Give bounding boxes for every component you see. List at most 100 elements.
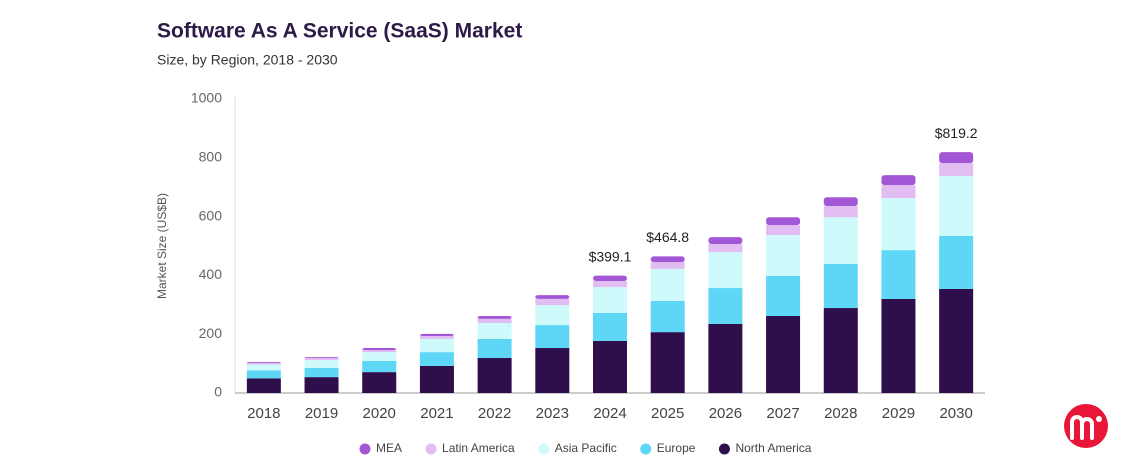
bar-segment <box>939 176 974 237</box>
y-tick-label: 200 <box>199 325 223 341</box>
x-tick-label: 2028 <box>824 405 857 422</box>
bar-segment <box>477 338 512 359</box>
bar-segment <box>535 325 570 349</box>
bar-segment <box>477 315 512 319</box>
bar-segment <box>593 313 627 341</box>
bar-segment <box>362 348 397 351</box>
x-tick-label: 2023 <box>536 405 569 422</box>
bar-segment <box>362 352 397 361</box>
bar-segment <box>304 368 339 378</box>
bar-segment <box>593 287 627 314</box>
bar-segment <box>535 298 570 306</box>
bar-segment <box>881 185 916 199</box>
bar-segment <box>593 340 627 393</box>
bar-segment <box>419 333 454 336</box>
legend-label: North America <box>735 441 811 455</box>
total-label: $464.8 <box>646 229 689 245</box>
bar-segment <box>881 250 916 299</box>
y-tick-label: 1000 <box>191 90 222 106</box>
legend-marker <box>425 443 437 455</box>
bar-segment <box>477 358 512 393</box>
bar-segment <box>593 280 627 288</box>
chart-title: Software As A Service (SaaS) Market <box>157 20 522 43</box>
x-tick-label: 2026 <box>709 405 742 422</box>
legend-label: Asia Pacific <box>555 441 617 455</box>
bar-segment <box>362 372 397 393</box>
bar-segment <box>593 275 627 281</box>
legend-marker <box>718 443 730 455</box>
bar-segment <box>766 225 801 236</box>
legend-label: Europe <box>657 441 696 455</box>
legend-marker <box>538 443 550 455</box>
x-tick-label: 2024 <box>593 405 626 422</box>
bar-segment <box>881 198 916 251</box>
bar-segment <box>362 350 397 353</box>
bar-segment <box>881 298 916 393</box>
chart-subtitle: Size, by Region, 2018 - 2030 <box>157 52 338 68</box>
x-tick-label: 2029 <box>882 405 915 422</box>
bar-segment <box>246 362 281 364</box>
bar-segment <box>766 315 801 393</box>
bar-segment <box>939 152 974 164</box>
bar-segment <box>304 377 339 393</box>
x-tick-label: 2027 <box>766 405 799 422</box>
x-tick-label: 2018 <box>247 405 280 422</box>
bar-segment <box>650 300 685 333</box>
x-tick-label: 2019 <box>305 405 338 422</box>
bar-segment <box>362 360 397 373</box>
bar-segment <box>766 235 801 276</box>
total-label: $819.2 <box>935 125 978 141</box>
bar-segment <box>650 256 685 263</box>
total-label: $399.1 <box>589 248 632 264</box>
legend-label: Latin America <box>442 441 515 455</box>
y-tick-label: 600 <box>199 207 223 223</box>
x-tick-label: 2020 <box>363 405 396 422</box>
bar-segment <box>304 360 339 369</box>
bar-segment <box>939 288 974 393</box>
bar-segment <box>477 318 512 324</box>
bar-segment <box>650 332 685 393</box>
bar-segment <box>304 358 339 361</box>
x-tick-label: 2030 <box>939 405 972 422</box>
bar-segment <box>823 197 858 207</box>
bar-segment <box>535 348 570 393</box>
bar-segment <box>246 378 281 393</box>
bar-segment <box>650 268 685 301</box>
y-tick-label: 800 <box>199 149 223 165</box>
bar-segment <box>939 236 974 289</box>
y-tick-label: 0 <box>214 384 222 400</box>
bar-segment <box>419 352 454 366</box>
bar-segment <box>419 335 454 339</box>
bar-segment <box>823 217 858 264</box>
x-tick-label: 2025 <box>651 405 684 422</box>
bar-segment <box>881 175 916 186</box>
bar-segment <box>535 305 570 326</box>
bar-segment <box>708 237 743 244</box>
bar-segment <box>246 370 281 379</box>
legend-marker <box>640 443 652 455</box>
bar-segment <box>939 163 974 177</box>
bar-segment <box>419 365 454 393</box>
bar-segment <box>304 357 339 359</box>
x-tick-label: 2021 <box>420 405 453 422</box>
bar-segment <box>823 206 858 218</box>
bar-segment <box>246 364 281 371</box>
legend-marker <box>359 443 371 455</box>
bar-segment <box>477 323 512 339</box>
bar-segment <box>535 295 570 299</box>
x-tick-label: 2022 <box>478 405 511 422</box>
y-axis-label: Market Size (US$B) <box>155 193 169 299</box>
bar-segment <box>246 363 281 365</box>
bar-segment <box>708 323 743 393</box>
bar-segment <box>823 263 858 309</box>
bar-segment <box>708 243 743 253</box>
logo <box>1064 404 1108 448</box>
bar-segment <box>650 262 685 269</box>
bar-segment <box>766 217 801 226</box>
legend-label: MEA <box>376 441 402 455</box>
bar-segment <box>766 275 801 316</box>
y-tick-label: 400 <box>199 266 223 282</box>
bar-segment <box>823 308 858 393</box>
bar-segment <box>419 338 454 353</box>
